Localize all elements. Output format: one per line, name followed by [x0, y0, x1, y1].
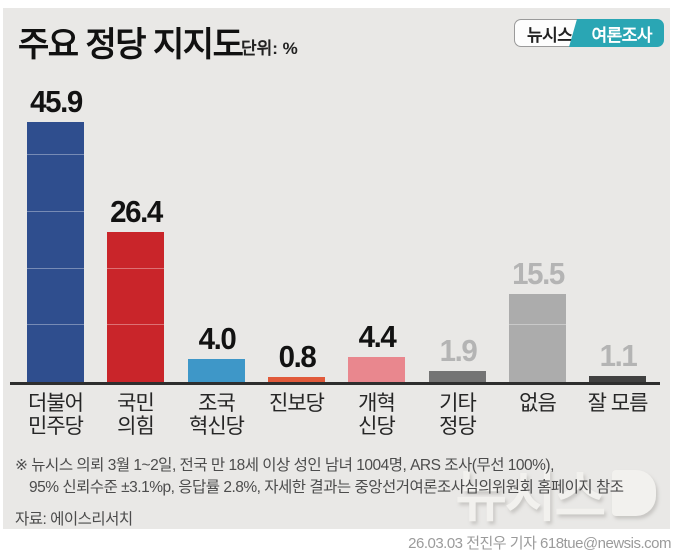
bar-없음	[509, 294, 566, 382]
bar-segment-line	[27, 154, 84, 155]
bar-더불어민주당	[27, 122, 84, 382]
page-title: 주요 정당 지지도	[18, 26, 244, 64]
badge-poll-label: 여론조사	[581, 19, 664, 47]
bar-segment-line	[27, 268, 84, 269]
newsis-watermark: 뉴시스	[455, 452, 656, 533]
infographic-panel: 주요 정당 지지도 단위: % 뉴시스 여론조사 45.9 더불어 민주당 26.4 국…	[3, 8, 670, 529]
survey-footnote: ※ 뉴시스 의뢰 3월 1~2일, 전국 만 18세 이상 성인 남녀 1004…	[15, 455, 624, 499]
bar-category-label: 진보당	[269, 392, 325, 415]
bar-segment-line	[107, 324, 164, 325]
x-axis-line	[10, 382, 660, 385]
byline-credit: 26.03.03 전진우 기자 618tue@newsis.com	[408, 535, 671, 552]
watermark-logo-shape	[612, 469, 656, 516]
footnote-line1: ※ 뉴시스 의뢰 3월 1~2일, 전국 만 18세 이상 성인 남녀 1004…	[15, 457, 554, 474]
bar-segment-line	[27, 324, 84, 325]
bar-category-label: 더불어 민주당	[28, 392, 84, 438]
bar-category-label: 조국 혁신당	[189, 392, 245, 438]
bar-category-label: 기타 정당	[439, 392, 477, 438]
bar-value-label: 26.4	[109, 194, 163, 229]
bar-category-label: 잘 모름	[587, 392, 649, 415]
newsis-poll-badge: 뉴시스 여론조사	[514, 19, 664, 47]
bar-segment-line	[509, 324, 566, 325]
bar-국민의힘	[107, 232, 164, 382]
bar-value-label: 45.9	[29, 84, 83, 119]
bar-진보당	[268, 377, 325, 382]
watermark-text: 뉴시스	[455, 465, 606, 528]
bar-category-label: 국민 의힘	[117, 392, 155, 438]
bar-value-label: 4.4	[358, 319, 396, 354]
badge-brand-label: 뉴시스	[514, 19, 582, 47]
bar-value-label: 15.5	[511, 256, 565, 291]
bar-value-label: 0.8	[278, 339, 316, 374]
bar-개혁신당	[348, 357, 405, 382]
bar-segment-line	[107, 268, 164, 269]
bar-category-label: 없음	[519, 392, 557, 415]
unit-label: 단위: %	[241, 39, 298, 58]
bar-value-label: 1.9	[439, 333, 477, 368]
source-label: 자료: 에이스리서치	[15, 511, 133, 528]
bar-잘 모름	[589, 376, 646, 382]
footnote-line2: 95% 신뢰수준 ±3.1%p, 응답률 2.8%, 자세한 결과는 중앙선거여…	[29, 479, 624, 496]
bar-value-label: 1.1	[599, 338, 637, 373]
bar-category-label: 개혁 신당	[358, 392, 396, 438]
bar-chart: 45.9 더불어 민주당 26.4 국민 의힘 4.0 조국 혁신당 0.8 진보당 4.4 개혁 신당 1…	[3, 8, 670, 529]
bar-segment-line	[27, 211, 84, 212]
bar-조국혁신당	[188, 359, 245, 382]
bar-기타정당	[429, 371, 486, 382]
bar-value-label: 4.0	[198, 321, 236, 356]
